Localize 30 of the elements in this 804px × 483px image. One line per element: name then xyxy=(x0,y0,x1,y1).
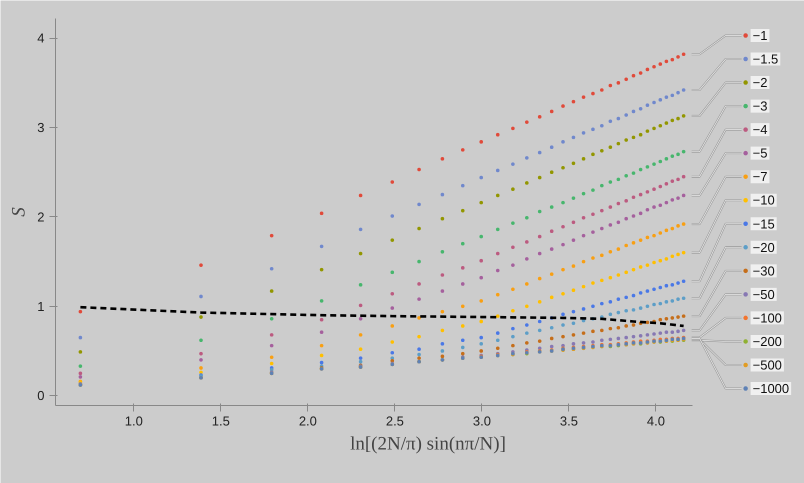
legend-label: −1 xyxy=(752,28,768,43)
legend-label: −7 xyxy=(752,169,768,184)
legend-label: −10 xyxy=(752,192,775,208)
legend-label: −1000 xyxy=(752,381,790,396)
x-tick-label: 4.0 xyxy=(646,414,665,428)
legend-label: −100 xyxy=(752,310,782,326)
legend-label: −4 xyxy=(752,122,768,138)
legend-label: −50 xyxy=(752,286,775,302)
y-tick-label: 3 xyxy=(37,120,45,136)
x-tick-label: 2.5 xyxy=(386,414,404,428)
y-tick-label: 0 xyxy=(37,388,45,404)
x-tick-label: 2.0 xyxy=(298,414,317,428)
legend-label: −2 xyxy=(752,75,768,90)
x-tick-label: 1.5 xyxy=(212,414,230,428)
legend-label: −200 xyxy=(752,334,782,349)
legend-label: −500 xyxy=(752,357,782,372)
legend-label: −5 xyxy=(752,146,768,161)
legend-label: −15 xyxy=(752,216,775,232)
y-axis-title: S xyxy=(8,206,30,217)
y-tick-label: 1 xyxy=(37,298,45,314)
y-tick-label: 2 xyxy=(37,209,45,224)
x-tick-label: 3.0 xyxy=(472,414,491,428)
legend-label: −30 xyxy=(752,263,775,278)
legend-label: −1.5 xyxy=(752,52,778,67)
y-tick-label: 4 xyxy=(37,30,45,46)
x-tick-label: 3.5 xyxy=(560,414,578,428)
legend-label: −3 xyxy=(752,98,768,114)
x-tick-label: 1.0 xyxy=(124,414,143,428)
legend-label: −20 xyxy=(752,240,775,255)
x-axis-title: ln[(2N/π) sin(nπ/N)] xyxy=(350,434,506,454)
